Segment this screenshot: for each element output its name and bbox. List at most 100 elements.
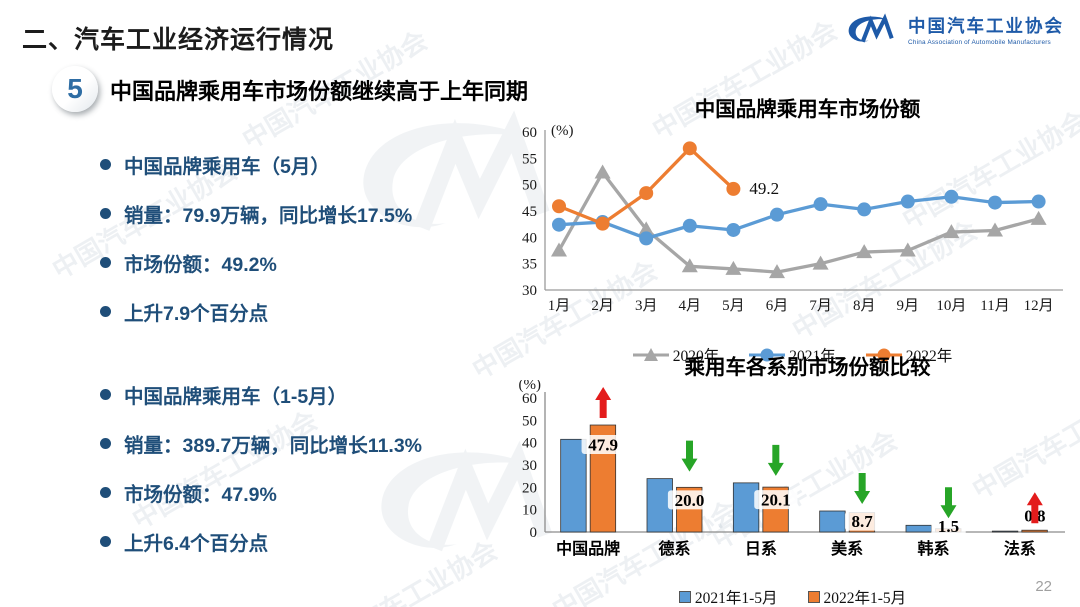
line-chart: 30 35 40 45 50 55 60 (%) 1月 2月 3月 4月 5月 6月 7月 8月 9月 10月 11…	[522, 123, 1063, 314]
x-tick-label: 7月	[809, 298, 832, 314]
trend-arrow-down-icon	[681, 440, 698, 472]
circle-marker-icon	[900, 194, 915, 209]
x-tick-label: 2月	[591, 298, 614, 314]
line-chart-block: 中国品牌乘用车市场份额 30 35 40 45 50 55 60 (%) 1月 2月 3月 4月 5月 6…	[505, 92, 1080, 366]
bar-韩系-2021	[905, 524, 932, 533]
bullet-item: 中国品牌乘用车（5月）	[100, 150, 520, 179]
y-tick-label: 30	[522, 458, 537, 474]
category-label: 日系	[745, 540, 777, 558]
circle-marker-icon	[988, 195, 1002, 210]
circle-marker-icon	[552, 217, 566, 232]
bullet-item: 中国品牌乘用车（1-5月）	[100, 380, 520, 409]
bar-法系-2022	[1021, 529, 1048, 533]
bullet-dot-icon	[100, 536, 111, 547]
data-annotation: 49.2	[749, 179, 779, 198]
legend-label: 2022年	[905, 348, 953, 365]
circle-marker-icon	[726, 181, 741, 196]
bar-chart-block: 乘用车各系别市场份额比较 0 10 20 30 40 50 60 (%) 中国品牌 47.9 德系 2…	[505, 350, 1080, 607]
bar-value-label: 1.5	[938, 517, 959, 536]
circle-marker-icon	[595, 216, 610, 231]
triangle-marker-icon	[987, 222, 1003, 237]
bar-label-bg	[581, 435, 625, 455]
bullet-text: 中国品牌乘用车（1-5月）	[124, 386, 348, 408]
triangle-marker-icon	[899, 242, 916, 257]
legend-label: 2021年1-5月	[694, 590, 778, 607]
bullet-text: 销量：389.7万辆，同比增长11.3%	[124, 435, 423, 457]
series-line	[557, 170, 1040, 274]
trend-arrow-down-icon	[767, 444, 784, 476]
category-label: 韩系	[917, 539, 949, 558]
legend-item: 2020年	[632, 344, 720, 366]
cm-logo-icon	[848, 13, 894, 43]
triangle-marker-icon	[725, 260, 742, 275]
bar-label-bg	[667, 490, 712, 510]
category-label: 美系	[831, 539, 863, 558]
trend-arrow-down-icon	[940, 487, 957, 519]
y-tick-label: 40	[522, 436, 537, 452]
bullet-item: 市场份额：47.9%	[100, 478, 520, 507]
bullet-item: 销量：79.9万辆，同比增长17.5%	[100, 199, 520, 228]
series-2021年	[552, 189, 1046, 246]
bullet-text: 上升7.9个百分点	[124, 303, 269, 325]
x-tick-label: 12月	[1024, 298, 1054, 314]
circle-marker-icon	[857, 202, 872, 217]
trend-arrow-down-icon	[854, 473, 871, 505]
bullet-dot-icon	[100, 438, 111, 449]
y-tick-label: 0	[530, 525, 538, 541]
circle-marker-icon	[813, 197, 828, 212]
bullet-text: 中国品牌乘用车（5月）	[124, 156, 330, 178]
bar-中国品牌-2021	[560, 438, 587, 533]
y-tick-label: 10	[522, 503, 537, 519]
legend-item: 2022年	[865, 344, 953, 366]
category-label: 中国品牌	[556, 539, 620, 558]
y-tick-label: 30	[522, 283, 537, 299]
y-tick-label: 45	[522, 204, 537, 220]
legend-swatch-icon	[678, 591, 691, 603]
bar-法系-2021	[991, 530, 1019, 533]
triangle-marker-icon	[769, 264, 785, 279]
page-title: 二、汽车工业经济运行情况	[22, 26, 335, 54]
x-tick-label: 1月	[548, 298, 571, 314]
bar-chart: 0 10 20 30 40 50 60(%) 中国品牌 47.9 德系 20.0 日系 20.1 美系 8.…	[519, 377, 1065, 558]
bullet-dot-icon	[100, 257, 111, 268]
bullet-text: 销量：79.9万辆，同比增长17.5%	[124, 205, 413, 227]
x-tick-label: 11月	[980, 298, 1009, 314]
legend-label: 2021年	[789, 348, 836, 365]
legend-swatch-icon	[807, 591, 820, 603]
circle-marker-icon	[682, 218, 697, 233]
x-tick-label: 10月	[936, 298, 966, 314]
circle-marker-icon	[770, 207, 784, 222]
y-tick-label: 50	[522, 413, 537, 429]
series-2022年	[552, 141, 741, 231]
bar-label-bg	[931, 516, 966, 536]
triangle-marker-icon	[681, 258, 698, 273]
legend-item: 2021年1-5月	[678, 586, 778, 607]
y-tick-label: 40	[522, 230, 537, 246]
triangle-marker-icon	[551, 242, 567, 257]
x-tick-label: 5月	[722, 298, 745, 314]
org-logo: 中国汽车工业协会 China Association of Automobile…	[843, 10, 1064, 48]
legend-label: 2020年	[672, 348, 720, 365]
y-tick-label: 55	[522, 151, 537, 167]
legend-swatch-icon	[865, 348, 902, 362]
triangle-marker-icon	[638, 221, 655, 236]
legend-swatch-icon	[749, 348, 786, 362]
bullet-dot-icon	[100, 487, 111, 498]
bullet-list-may: 中国品牌乘用车（5月） 销量：79.9万辆，同比增长17.5% 市场份额：49.2%…	[100, 150, 520, 346]
y-tick-label: 60	[522, 391, 537, 407]
bar-value-label: 20.1	[761, 491, 791, 510]
triangle-marker-icon	[943, 224, 960, 239]
circle-marker-icon	[552, 199, 566, 214]
org-name-english: China Association of Automobile Manufact…	[908, 38, 1051, 46]
x-tick-label: 8月	[853, 298, 876, 314]
trend-arrow-up-icon	[595, 387, 612, 419]
section-number-badge: 5	[52, 66, 98, 112]
line-chart-legend: 2020年 2021年 2022年	[505, 344, 1080, 366]
triangle-marker-icon	[1030, 210, 1047, 225]
y-axis-unit: (%)	[519, 380, 542, 393]
y-tick-label: 50	[522, 178, 537, 194]
bar-label-bg	[844, 511, 880, 531]
circle-marker-icon	[944, 189, 959, 204]
legend-label: 2022年1-5月	[823, 590, 907, 607]
